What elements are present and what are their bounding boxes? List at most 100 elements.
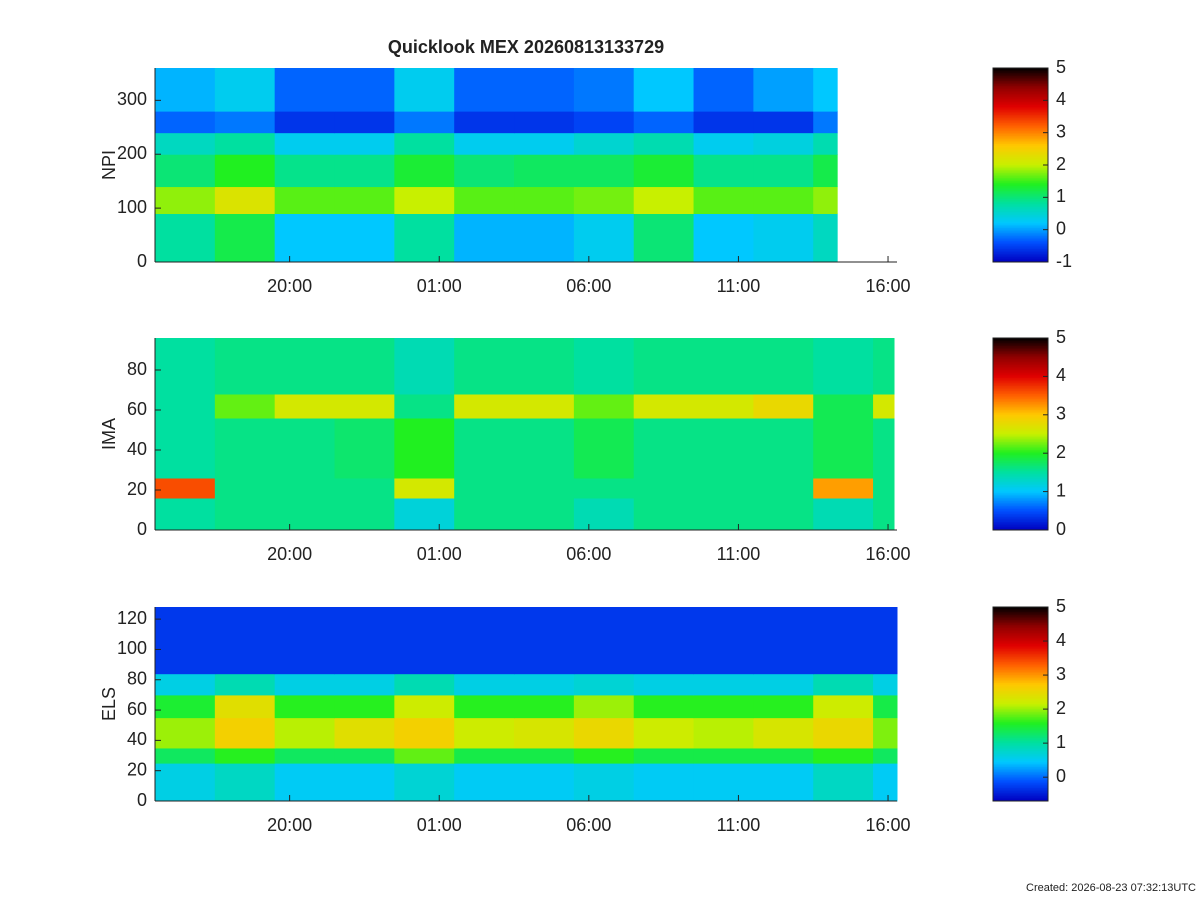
colorbar-slice xyxy=(993,232,1048,236)
colorbar-slice xyxy=(993,135,1048,139)
x-tick-label: 01:00 xyxy=(417,815,462,835)
colorbar-slice xyxy=(993,440,1048,443)
colorbar-slice xyxy=(993,145,1048,148)
heatmap-cell xyxy=(573,213,635,263)
heatmap-cell xyxy=(693,478,754,499)
colorbar-tick-label: 0 xyxy=(1056,218,1066,238)
colorbar-slice xyxy=(993,725,1048,728)
colorbar-slice xyxy=(993,750,1048,753)
colorbar-slice xyxy=(993,493,1048,496)
colorbar-slice xyxy=(993,392,1048,395)
heatmap-cell xyxy=(334,338,395,395)
heatmap-cell xyxy=(633,763,695,802)
colorbar-slice xyxy=(993,247,1048,250)
colorbar-slice xyxy=(993,629,1048,632)
heatmap-cell xyxy=(334,186,395,214)
colorbar-slice xyxy=(993,89,1048,92)
colorbar-slice xyxy=(993,792,1048,796)
colorbar-slice xyxy=(993,652,1048,655)
colorbar-slice xyxy=(993,673,1048,676)
heatmap-cell xyxy=(394,498,455,531)
heatmap-cell xyxy=(514,747,575,764)
colorbar-tick-label: 3 xyxy=(1056,121,1066,141)
colorbar-slice xyxy=(993,644,1048,647)
heatmap-cell xyxy=(693,68,754,112)
heatmap-cell xyxy=(214,498,276,531)
heatmap-cell xyxy=(514,111,575,134)
colorbar-slice xyxy=(993,195,1048,198)
heatmap-cell xyxy=(573,694,635,719)
colorbar-tick-label: 1 xyxy=(1056,186,1066,206)
colorbar-slice xyxy=(993,153,1048,156)
colorbar-slice xyxy=(993,613,1048,616)
heatmap-cell xyxy=(214,132,276,155)
x-tick-label: 16:00 xyxy=(866,544,911,564)
colorbar-slice xyxy=(993,426,1048,429)
heatmap-cell xyxy=(873,498,895,531)
heatmap-cell xyxy=(214,694,276,719)
heatmap-cell xyxy=(633,478,695,499)
heatmap-cell xyxy=(514,132,575,155)
heatmap-cell xyxy=(334,747,395,764)
colorbar-slice xyxy=(993,403,1048,406)
colorbar-slice xyxy=(993,338,1048,341)
heatmap-cell xyxy=(633,498,695,531)
heatmap-cell xyxy=(274,717,336,749)
colorbar-slice xyxy=(993,179,1048,182)
heatmap-cell xyxy=(214,478,276,499)
colorbar-slice xyxy=(993,384,1048,387)
heatmap-cell xyxy=(155,338,216,395)
colorbar-slice xyxy=(993,491,1048,494)
colorbar-slice xyxy=(993,778,1048,781)
colorbar-slice xyxy=(993,670,1048,673)
colorbar-slice xyxy=(993,389,1048,392)
heatmap-cell xyxy=(514,68,575,112)
colorbar-slice xyxy=(993,95,1048,98)
colorbar-slice xyxy=(993,607,1048,610)
colorbar-slice xyxy=(993,139,1048,142)
heatmap-cell xyxy=(454,394,515,419)
colorbar-slice xyxy=(993,93,1048,96)
heatmap-cell xyxy=(214,68,276,112)
heatmap-cell xyxy=(813,498,874,531)
colorbar-slice xyxy=(993,187,1048,190)
heatmap-cell xyxy=(214,213,276,263)
heatmap-cell xyxy=(693,747,754,764)
heatmap-cell xyxy=(334,694,395,719)
heatmap-cell xyxy=(274,478,336,499)
colorbar-slice xyxy=(993,346,1048,349)
heatmap-cell xyxy=(693,418,754,479)
colorbar-slice xyxy=(993,69,1048,72)
heatmap-cell xyxy=(454,747,515,764)
colorbar-slice xyxy=(993,140,1048,143)
colorbar-slice xyxy=(993,71,1048,74)
colorbar-slice xyxy=(993,244,1048,247)
colorbar-slice xyxy=(993,467,1048,470)
colorbar-slice xyxy=(993,666,1048,669)
colorbar-slice xyxy=(993,405,1048,408)
heatmap-cell xyxy=(394,186,455,214)
colorbar-slice xyxy=(993,512,1048,515)
heatmap-cell xyxy=(214,673,276,696)
heatmap-cell xyxy=(873,394,895,419)
colorbar-slice xyxy=(993,518,1048,521)
heatmap-cell xyxy=(873,763,898,802)
heatmap-cell xyxy=(633,154,695,188)
colorbar-slice xyxy=(993,707,1048,710)
heatmap-cell xyxy=(274,394,336,419)
colorbar-slice xyxy=(993,647,1048,650)
colorbar-slice xyxy=(993,459,1048,462)
heatmap-cell xyxy=(753,111,814,134)
y-tick-label: 20 xyxy=(127,759,147,779)
colorbar-tick-label: 2 xyxy=(1056,154,1066,174)
colorbar-slice xyxy=(993,746,1048,749)
colorbar-slice xyxy=(993,611,1048,614)
heatmap-cell xyxy=(334,607,395,675)
heatmap-cell xyxy=(753,186,814,214)
colorbar-slice xyxy=(993,689,1048,692)
y-tick-label: 100 xyxy=(117,197,147,217)
heatmap-cell xyxy=(753,717,814,749)
colorbar-slice xyxy=(993,339,1048,342)
colorbar-slice xyxy=(993,158,1048,161)
colorbar-slice xyxy=(993,736,1048,739)
